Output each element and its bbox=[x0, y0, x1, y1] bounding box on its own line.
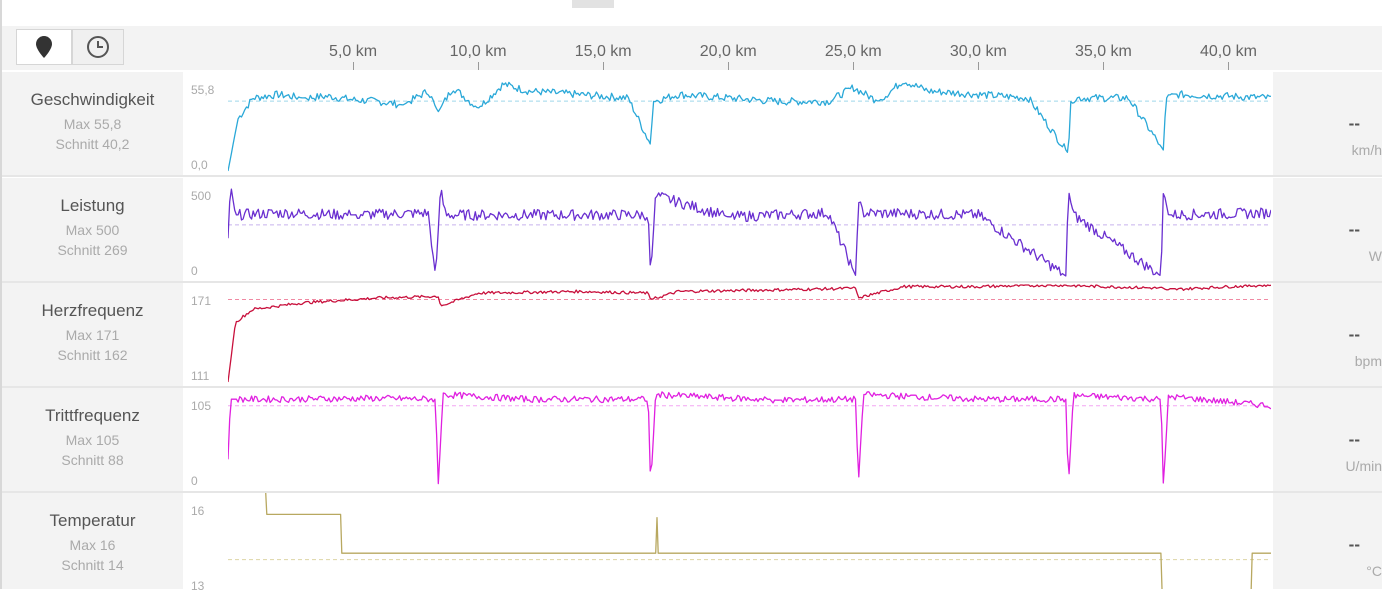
row-max: Max 500 bbox=[65, 222, 120, 238]
y-min-label: 111 bbox=[191, 369, 210, 383]
axis-tick-mark bbox=[978, 62, 980, 70]
row-max: Max 105 bbox=[65, 432, 120, 448]
row-value-temp: -- °C bbox=[1273, 493, 1382, 589]
distance-axis-header: 5,0 km 10,0 km 15,0 km 20,0 km 25,0 km 30,0 k… bbox=[2, 26, 1382, 70]
row-avg: Schnitt 40,2 bbox=[55, 136, 130, 152]
current-value: -- bbox=[1348, 220, 1360, 239]
row-title: Geschwindigkeit bbox=[30, 90, 155, 109]
chart-speed[interactable] bbox=[228, 72, 1271, 175]
y-max-label: 55,8 bbox=[191, 83, 215, 97]
axis-tick-label: 5,0 km bbox=[329, 43, 378, 60]
y-min-label: 0,0 bbox=[191, 158, 208, 172]
current-value: -- bbox=[1348, 535, 1360, 554]
axis-tick-mark bbox=[1103, 62, 1105, 70]
current-value: -- bbox=[1348, 325, 1360, 344]
row-label-speed: Geschwindigkeit Max 55,8 Schnitt 40,2 bbox=[2, 72, 183, 175]
row-title: Herzfrequenz bbox=[41, 301, 144, 320]
row-separator bbox=[2, 281, 1382, 283]
row-value-cadence: -- U/min bbox=[1273, 388, 1382, 491]
axis-tick-mark bbox=[603, 62, 605, 70]
series-line-cadence bbox=[228, 391, 1271, 485]
row-label-temp: Temperatur Max 16 Schnitt 14 bbox=[2, 493, 183, 589]
clock-toggle[interactable] bbox=[72, 29, 124, 65]
chart-temp[interactable] bbox=[228, 493, 1271, 589]
row-max: Max 171 bbox=[65, 327, 120, 343]
axis-tick-mark bbox=[1228, 62, 1230, 70]
y-max-label: 16 bbox=[191, 504, 205, 518]
y-min-label: 0 bbox=[191, 264, 198, 278]
chart-cadence[interactable] bbox=[228, 388, 1271, 491]
current-value: -- bbox=[1348, 114, 1360, 133]
axis-tick-mark bbox=[853, 62, 855, 70]
row-value-speed: -- km/h bbox=[1273, 72, 1382, 175]
row-label-heart: Herzfrequenz Max 171 Schnitt 162 bbox=[2, 283, 183, 386]
row-label-cadence: Trittfrequenz Max 105 Schnitt 88 bbox=[2, 388, 183, 491]
current-value: -- bbox=[1348, 430, 1360, 449]
unit-label: °C bbox=[1366, 563, 1382, 579]
clock-icon bbox=[87, 36, 109, 58]
chart-heart[interactable] bbox=[228, 283, 1271, 386]
row-avg: Schnitt 88 bbox=[61, 452, 124, 468]
map-pin-toggle[interactable] bbox=[16, 29, 72, 65]
row-separator bbox=[2, 386, 1382, 388]
row-title: Leistung bbox=[60, 196, 125, 215]
unit-label: W bbox=[1368, 248, 1382, 264]
row-title: Temperatur bbox=[49, 511, 136, 530]
axis-tick-label: 40,0 km bbox=[1200, 43, 1257, 60]
y-max-label: 171 bbox=[191, 294, 212, 308]
row-label-power: Leistung Max 500 Schnitt 269 bbox=[2, 178, 183, 281]
row-avg: Schnitt 14 bbox=[61, 557, 124, 573]
row-value-power: -- W bbox=[1273, 178, 1382, 281]
axis-tick-label: 35,0 km bbox=[1074, 43, 1132, 60]
axis-tick-label: 20,0 km bbox=[699, 43, 757, 60]
row-value-heart: -- bpm bbox=[1273, 283, 1382, 386]
axis-tick-mark bbox=[353, 62, 355, 70]
y-min-label: 0 bbox=[191, 474, 198, 488]
series-line-heart bbox=[228, 284, 1271, 383]
axis-tick-label: 25,0 km bbox=[824, 43, 882, 60]
y-max-label: 500 bbox=[191, 189, 212, 203]
row-max: Max 55,8 bbox=[63, 116, 122, 132]
y-min-label: 13 bbox=[191, 579, 205, 593]
left-border bbox=[0, 0, 2, 589]
y-max-label: 105 bbox=[191, 399, 212, 413]
map-pin-icon bbox=[36, 36, 52, 58]
unit-label: km/h bbox=[1351, 142, 1382, 158]
series-line-temp bbox=[265, 493, 1271, 589]
axis-tick-label: 15,0 km bbox=[574, 43, 632, 60]
row-separator bbox=[2, 491, 1382, 493]
series-line-speed bbox=[228, 81, 1271, 172]
row-separator bbox=[2, 175, 1382, 177]
axis-tick-mark bbox=[478, 62, 480, 70]
row-title: Trittfrequenz bbox=[45, 406, 140, 425]
axis-tick-mark bbox=[728, 62, 730, 70]
axis-tick-label: 30,0 km bbox=[949, 43, 1007, 60]
unit-label: bpm bbox=[1354, 353, 1382, 369]
row-avg: Schnitt 269 bbox=[57, 242, 128, 258]
axis-tick-label: 10,0 km bbox=[449, 43, 507, 60]
chart-power[interactable] bbox=[228, 178, 1271, 281]
row-avg: Schnitt 162 bbox=[57, 347, 128, 363]
row-max: Max 16 bbox=[69, 537, 116, 553]
series-line-power bbox=[228, 188, 1271, 277]
top-tab-indicator[interactable] bbox=[572, 0, 614, 8]
unit-label: U/min bbox=[1345, 458, 1382, 474]
